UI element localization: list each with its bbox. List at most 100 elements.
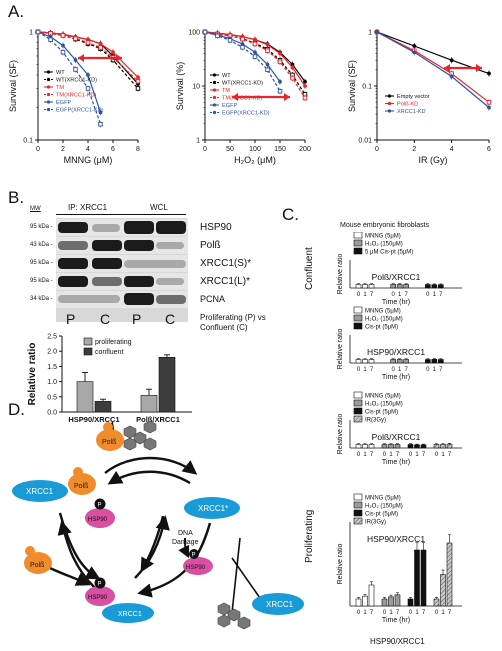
- bar: [388, 444, 394, 449]
- legend-marker: [46, 70, 51, 74]
- legend-marker: [212, 73, 217, 77]
- mw-marker: 95 kDa -: [30, 224, 53, 230]
- y-tick-label: 0.1: [23, 138, 33, 145]
- time-tick-label: 7: [422, 452, 426, 458]
- y-tick-label: 0.5: [47, 394, 57, 401]
- xrcc1-label: XRCC1: [26, 487, 54, 496]
- bar: [394, 444, 401, 449]
- time-tick-label: 0: [357, 292, 361, 298]
- y-tick-label: 0.0: [47, 410, 57, 417]
- x-tick-label: 150: [274, 146, 286, 153]
- legend-marker: [46, 107, 51, 112]
- phosphate-label: P: [192, 553, 196, 559]
- subchart-title: HSP90/XRCC1: [367, 534, 425, 544]
- band-hsp90-wcl-c: [156, 221, 186, 234]
- legend-entry: H₂O₂ (150μM): [365, 242, 403, 248]
- band-pcna-wcl-p: [124, 293, 154, 305]
- data-point: [227, 38, 233, 43]
- bar: [407, 598, 414, 607]
- arrow-damage: [178, 537, 190, 559]
- legend-entry: WT(XRCC1-KD): [222, 81, 263, 87]
- time-tick-label: 0: [409, 610, 413, 616]
- time-tick-label: 7: [370, 367, 374, 373]
- series-line: [37, 31, 102, 113]
- arrow-top-left: [107, 470, 191, 485]
- hsp90-blob: [85, 586, 115, 606]
- bar: [394, 594, 401, 607]
- x-tick-label: 6: [487, 146, 491, 153]
- series-line: [376, 31, 490, 103]
- bar: [381, 444, 388, 449]
- data-point: [277, 88, 283, 94]
- subchart-title: Polß/XRCC1: [372, 432, 421, 442]
- data-point: [412, 44, 417, 48]
- polb-label: Polß: [102, 439, 116, 446]
- time-tick-label: 0: [426, 292, 430, 298]
- panel-c-title: Mouse embryonic fibroblasts: [340, 222, 430, 229]
- data-point: [73, 36, 78, 41]
- category-label: HSP90/XRCC1: [68, 415, 119, 424]
- bar: [355, 284, 362, 289]
- panel-label-b: B.: [8, 188, 25, 207]
- y-axis-label: Relative ratio: [337, 543, 344, 584]
- x-tick-label: 50: [226, 146, 234, 153]
- bar: [355, 598, 362, 607]
- legend-swatch: [353, 322, 363, 330]
- xrcc1-star-label: XRCC1*: [198, 504, 228, 513]
- blot-label-polb: Polß: [200, 240, 221, 251]
- xrcc1-label: XRCC1: [266, 600, 294, 609]
- legend-swatch: [353, 517, 363, 525]
- legend-entry: EGFP: [56, 100, 71, 106]
- data-point: [135, 86, 141, 91]
- polb-head: [103, 422, 113, 432]
- polb-label: Polß: [30, 562, 44, 569]
- degraded-polb-peptides: [123, 420, 157, 451]
- bar: [407, 444, 414, 449]
- y-axis-label: Relative ratio: [337, 413, 344, 454]
- arrow-head: [232, 93, 238, 101]
- legend-marker: [212, 103, 217, 107]
- legend-entry: confluent: [95, 349, 123, 356]
- blot-label-hsp90: HSP90: [200, 222, 232, 233]
- bar: [381, 598, 388, 607]
- y-tick-label: 1: [368, 30, 372, 37]
- time-tick-label: 7: [396, 610, 400, 616]
- band-xrcc1s-wcl: [124, 260, 186, 268]
- legend-entry: TM: [56, 85, 64, 91]
- legend-entry: proliferating: [95, 339, 132, 346]
- xrcc1-ellipse: [12, 480, 68, 502]
- legend-swatch: [353, 415, 363, 423]
- time-tick-label: 1: [415, 452, 419, 458]
- hsp90-label: HSP90: [88, 517, 108, 523]
- bar: [438, 359, 444, 364]
- x-axis-label: MNNG (μM): [64, 155, 113, 165]
- panel-c-bottom-label: HSP90/XRCC1: [370, 637, 425, 646]
- time-tick-label: 7: [404, 367, 408, 373]
- data-point: [449, 74, 454, 79]
- legend-marker: [46, 85, 51, 89]
- lane-label-c: C: [165, 311, 176, 327]
- data-point: [202, 29, 208, 35]
- data-point: [215, 33, 220, 39]
- panel-d-diagram: Polß XRCC1 Polß HSP90 P XRCC1* DNA Damag…: [12, 420, 304, 630]
- xrcc1-ellipse: [252, 593, 304, 615]
- legend-marker: [46, 77, 51, 82]
- subchart-title: Polß/XRCC1: [372, 272, 421, 282]
- panel-label-d: D.: [8, 400, 25, 419]
- arrow-head: [476, 64, 482, 72]
- x-axis-label: Time (hr): [382, 459, 410, 466]
- blot-row-xrcc1l: [56, 273, 188, 290]
- time-tick-label: 0: [357, 452, 361, 458]
- legend-entry: H₂O₂ (150μM): [365, 402, 403, 408]
- inhibition-line: [231, 537, 241, 614]
- legend-entry: TM: [222, 88, 230, 94]
- bar: [431, 284, 438, 289]
- bar: [396, 359, 403, 364]
- data-point: [111, 50, 115, 55]
- hsp90-label: HSP90: [88, 595, 108, 601]
- legend-entry: XRCC1-KD: [397, 109, 426, 115]
- ip-underline: [56, 214, 140, 215]
- x-tick-label: 8: [136, 146, 140, 153]
- data-point: [48, 37, 53, 42]
- legend-swatch: [83, 337, 93, 346]
